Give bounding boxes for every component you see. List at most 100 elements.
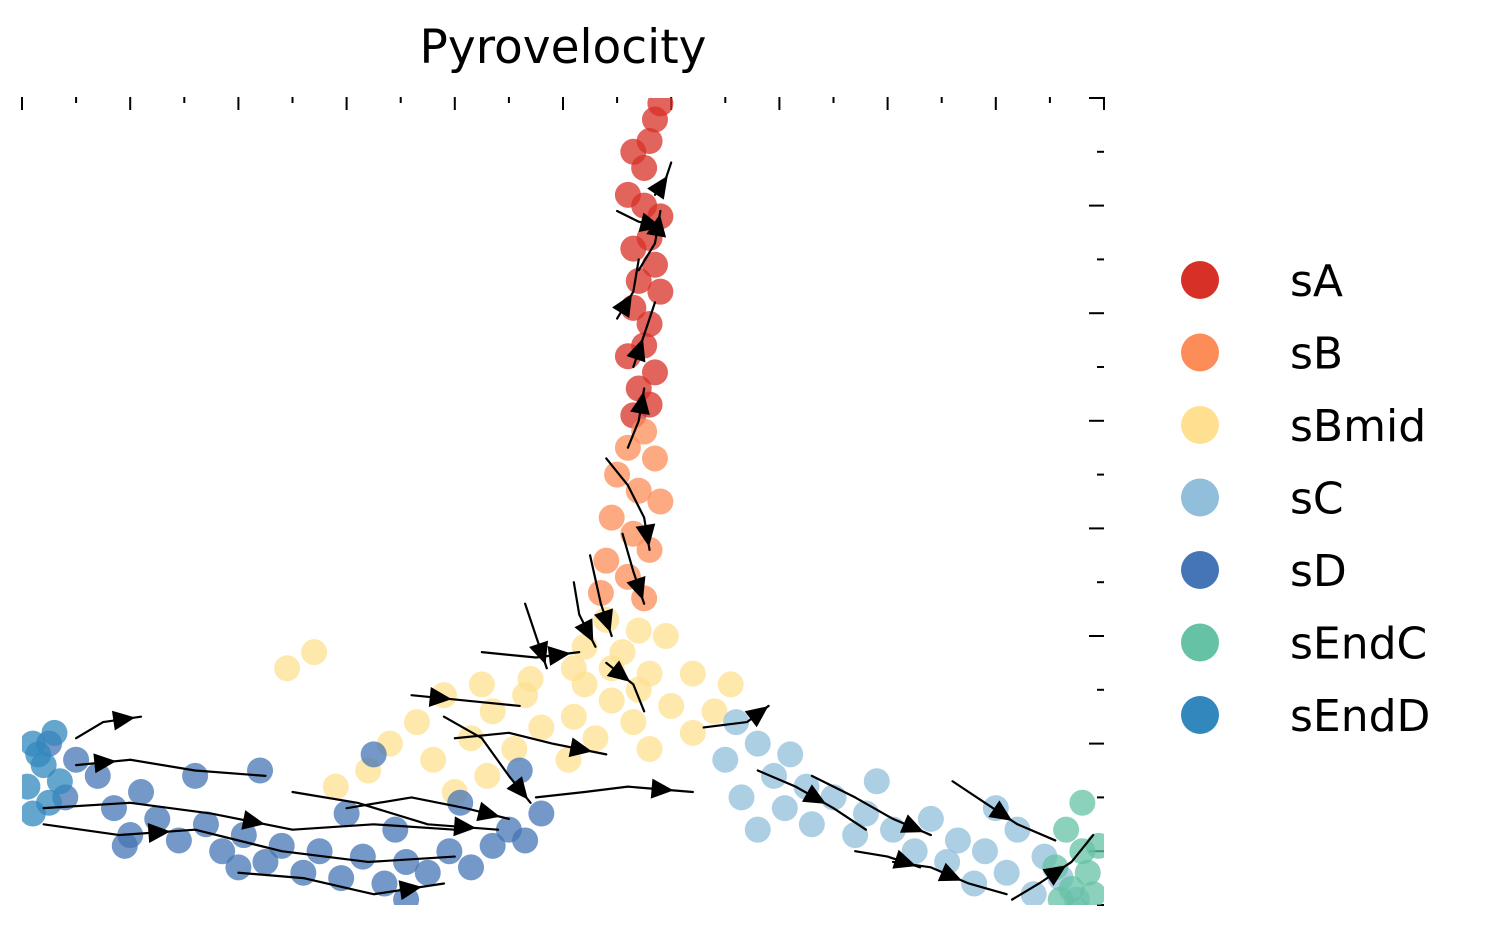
point-sEndD <box>46 768 73 795</box>
point-sB <box>598 504 625 531</box>
point-sD <box>252 848 279 875</box>
streamline-arrow <box>111 710 136 731</box>
point-sD <box>225 854 252 881</box>
point-sBmid <box>474 762 501 789</box>
legend-label-sBmid: sBmid <box>1290 401 1426 452</box>
point-sEndC <box>1074 859 1101 886</box>
legend-marker-sC <box>1181 478 1219 517</box>
streamline-arrow <box>638 212 663 233</box>
point-sBmid <box>322 773 349 800</box>
point-sC <box>728 784 755 811</box>
point-sC <box>971 838 998 865</box>
legend-label-sA: sA <box>1290 256 1343 307</box>
streamline-arrow <box>988 800 1013 821</box>
point-sB <box>647 488 674 515</box>
legend-marker-sB <box>1181 333 1219 372</box>
streamline-arrow <box>1042 865 1067 886</box>
point-sC <box>944 827 971 854</box>
point-sEndC <box>1053 816 1080 843</box>
point-sD <box>436 838 463 865</box>
point-sEndC <box>1047 886 1074 905</box>
point-sD <box>182 762 209 789</box>
point-sC <box>744 816 771 843</box>
title-layer: Pyrovelocity <box>420 20 707 75</box>
point-sA <box>647 278 674 305</box>
point-sBmid <box>679 660 706 687</box>
point-sB <box>593 547 620 574</box>
point-sBmid <box>468 671 495 698</box>
streamline-arrow <box>626 338 646 363</box>
axis-ticks <box>21 97 1105 906</box>
streamline-arrow <box>606 660 631 682</box>
point-sD <box>165 827 192 854</box>
point-sD <box>479 832 506 859</box>
legend: sA sB sBmid sC sD sEndC sEndD <box>1181 256 1430 742</box>
legend-marker-sA <box>1181 261 1219 299</box>
point-sD <box>333 800 360 827</box>
velocity-streamlines <box>42 161 1095 901</box>
point-sC <box>863 768 890 795</box>
point-sBmid <box>571 671 598 698</box>
legend-label-sC: sC <box>1290 474 1344 525</box>
point-sD <box>230 822 257 849</box>
streamline-arrow <box>594 608 613 633</box>
streamline-arrow <box>937 862 962 882</box>
point-sBmid <box>636 735 663 762</box>
legend-marker-sEndD <box>1181 696 1219 734</box>
streamline-arrow <box>398 880 422 901</box>
streamline <box>410 694 521 708</box>
streamline-arrow <box>801 784 827 804</box>
legend-label-sEndC: sEndC <box>1290 619 1427 670</box>
point-sA <box>641 359 668 386</box>
point-sD <box>349 843 376 870</box>
point-sD <box>209 838 236 865</box>
point-sBmid <box>658 692 685 719</box>
point-sEndD <box>22 800 46 827</box>
point-sD <box>360 741 387 768</box>
streamline-arrow <box>453 816 477 837</box>
point-sD <box>458 854 485 881</box>
point-sD <box>84 762 111 789</box>
chart-title: Pyrovelocity <box>420 20 707 75</box>
point-sD <box>506 757 533 784</box>
streamline-arrow <box>574 618 594 643</box>
streamline-arrow <box>241 810 265 830</box>
streamline-arrow <box>93 753 117 774</box>
streamline-arrow <box>476 801 501 822</box>
point-sA <box>620 235 647 262</box>
point-sD <box>128 779 155 806</box>
streamline-arrow <box>568 737 593 758</box>
streamline-arrow <box>899 814 925 833</box>
point-sB <box>625 477 652 504</box>
point-sC <box>723 709 750 736</box>
streamline-arrow <box>626 576 646 601</box>
point-sBmid <box>512 682 539 709</box>
point-sBmid <box>501 735 528 762</box>
point-sA <box>636 310 663 337</box>
point-sD <box>268 832 295 859</box>
point-sC <box>798 811 825 838</box>
point-sD <box>393 848 420 875</box>
point-sD <box>306 838 333 865</box>
point-sC <box>917 805 944 832</box>
point-sBmid <box>582 725 609 752</box>
point-sB <box>641 445 668 472</box>
point-sC <box>744 730 771 757</box>
streamline-arrow <box>647 175 668 200</box>
point-sC <box>842 822 869 849</box>
legend-marker-sBmid <box>1181 406 1219 444</box>
point-sBmid <box>620 709 647 736</box>
point-sA <box>631 154 658 181</box>
legend-label-sEndD: sEndD <box>1290 691 1430 742</box>
point-sEndC <box>1085 832 1104 859</box>
point-sD <box>512 827 539 854</box>
streamline-arrow <box>892 849 917 869</box>
point-sC <box>1004 816 1031 843</box>
streamline-arrow <box>428 687 452 707</box>
point-sBmid <box>652 623 679 649</box>
streamline-arrow <box>506 776 528 800</box>
legend-marker-sEndC <box>1181 623 1219 662</box>
scatter-points <box>22 98 1104 905</box>
point-sBmid <box>625 617 652 644</box>
